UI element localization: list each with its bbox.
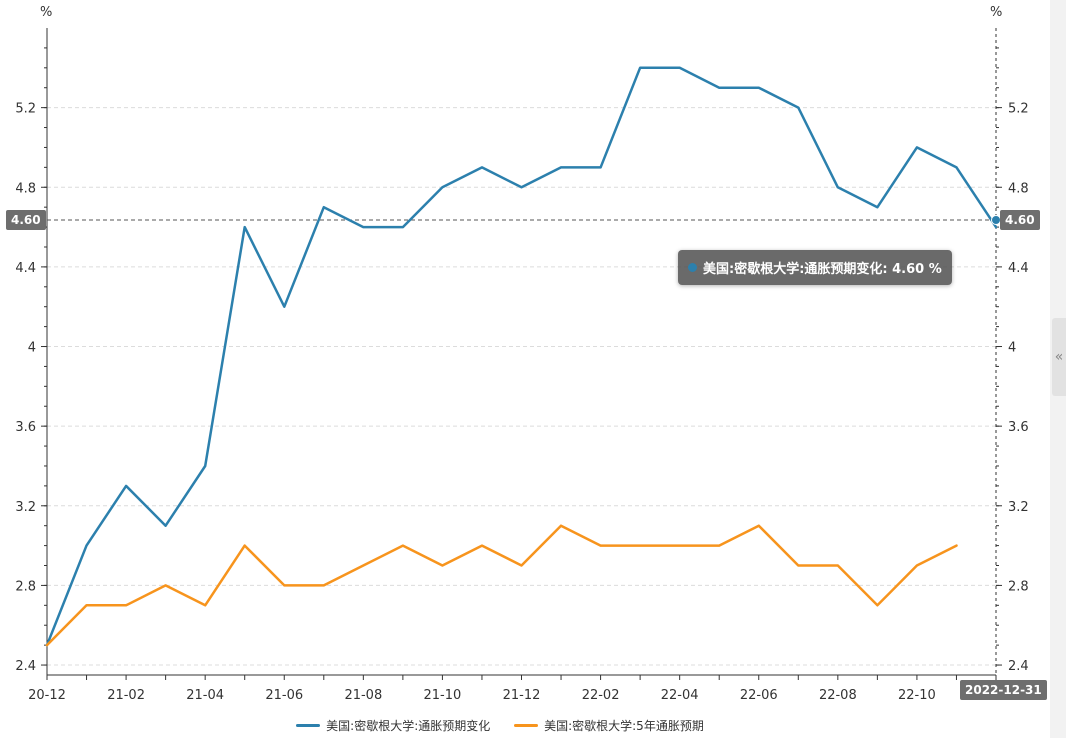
y-tick-label-right: 4 [1008,341,1016,356]
cursor-right-value-tag: 4.60 [1000,210,1040,230]
legend-swatch-2 [514,724,539,727]
cursor-date-tag: 2022-12-31 [960,680,1047,700]
x-tick-label: 22-08 [819,688,857,703]
y-tick-label-left: 4.4 [15,261,36,276]
series-lines [45,66,998,647]
x-tick-label: 22-10 [898,688,936,703]
y-tick-label-left: 4 [28,341,36,356]
x-tick-label: 20-12 [28,688,66,703]
y-tick-label-right: 5.2 [1008,102,1029,117]
y-tick-label-right: 3.6 [1008,420,1029,435]
tooltip-text: 美国:密歇根大学:通胀预期变化: 4.60 % [703,262,942,277]
x-tick-label: 22-04 [661,688,699,703]
legend-item-2[interactable]: 美国:密歇根大学:5年通胀预期 [514,717,704,734]
y-tick-label-right: 2.4 [1008,659,1029,674]
series-line-2 [45,524,958,647]
x-tick-label: 21-02 [107,688,145,703]
collapse-panel-button[interactable]: « [1052,318,1066,396]
x-tick-label: 22-06 [740,688,778,703]
axes [41,28,1002,680]
x-tick-label: 21-08 [344,688,382,703]
y-tick-label-left: 3.6 [15,420,36,435]
y-tick-label-right: 4.4 [1008,261,1029,276]
x-tick-label: 21-12 [503,688,541,703]
x-tick-label: 21-04 [186,688,224,703]
y-tick-label-left: 2.4 [15,659,36,674]
y-tick-label-right: 2.8 [1008,579,1029,594]
tooltip-series-dot [688,263,697,272]
y-tick-label-left: 5.2 [15,102,36,117]
y-tick-label-left: 2.8 [15,579,36,594]
double-chevron-left-icon: « [1054,349,1064,365]
x-tick-label: 22-02 [582,688,620,703]
y-tick-label-left: 4.8 [15,181,36,196]
y-tick-labels: 2.4 2.4 2.8 2.8 3.2 3.2 3.6 3.6 4 4 4.4 4.4 4.8 4.8 5.… [15,102,1028,674]
legend-swatch-1 [296,724,321,727]
y-tick-label-right: 3.2 [1008,500,1029,515]
y-tick-label-left: 3.2 [15,500,36,515]
cursor-left-value-tag: 4.60 [6,210,46,230]
legend-item-1[interactable]: 美国:密歇根大学:通胀预期变化 [296,717,490,734]
right-unit-label: % [990,5,1002,20]
legend: 美国:密歇根大学:通胀预期变化 美国:密歇根大学:5年通胀预期 [0,716,1000,734]
y-tick-label-right: 4.8 [1008,181,1029,196]
legend-label-2: 美国:密歇根大学:5年通胀预期 [544,719,704,733]
x-tick-labels: 20-12 21-02 21-04 21-06 21-08 21-10 21-12 22-02… [28,688,936,703]
x-tick-label: 21-06 [265,688,303,703]
tooltip: 美国:密歇根大学:通胀预期变化: 4.60 % [678,250,952,285]
x-tick-label: 21-10 [424,688,462,703]
series-line-1 [45,66,998,647]
left-unit-label: % [40,5,52,20]
legend-label-1: 美国:密歇根大学:通胀预期变化 [326,719,491,733]
